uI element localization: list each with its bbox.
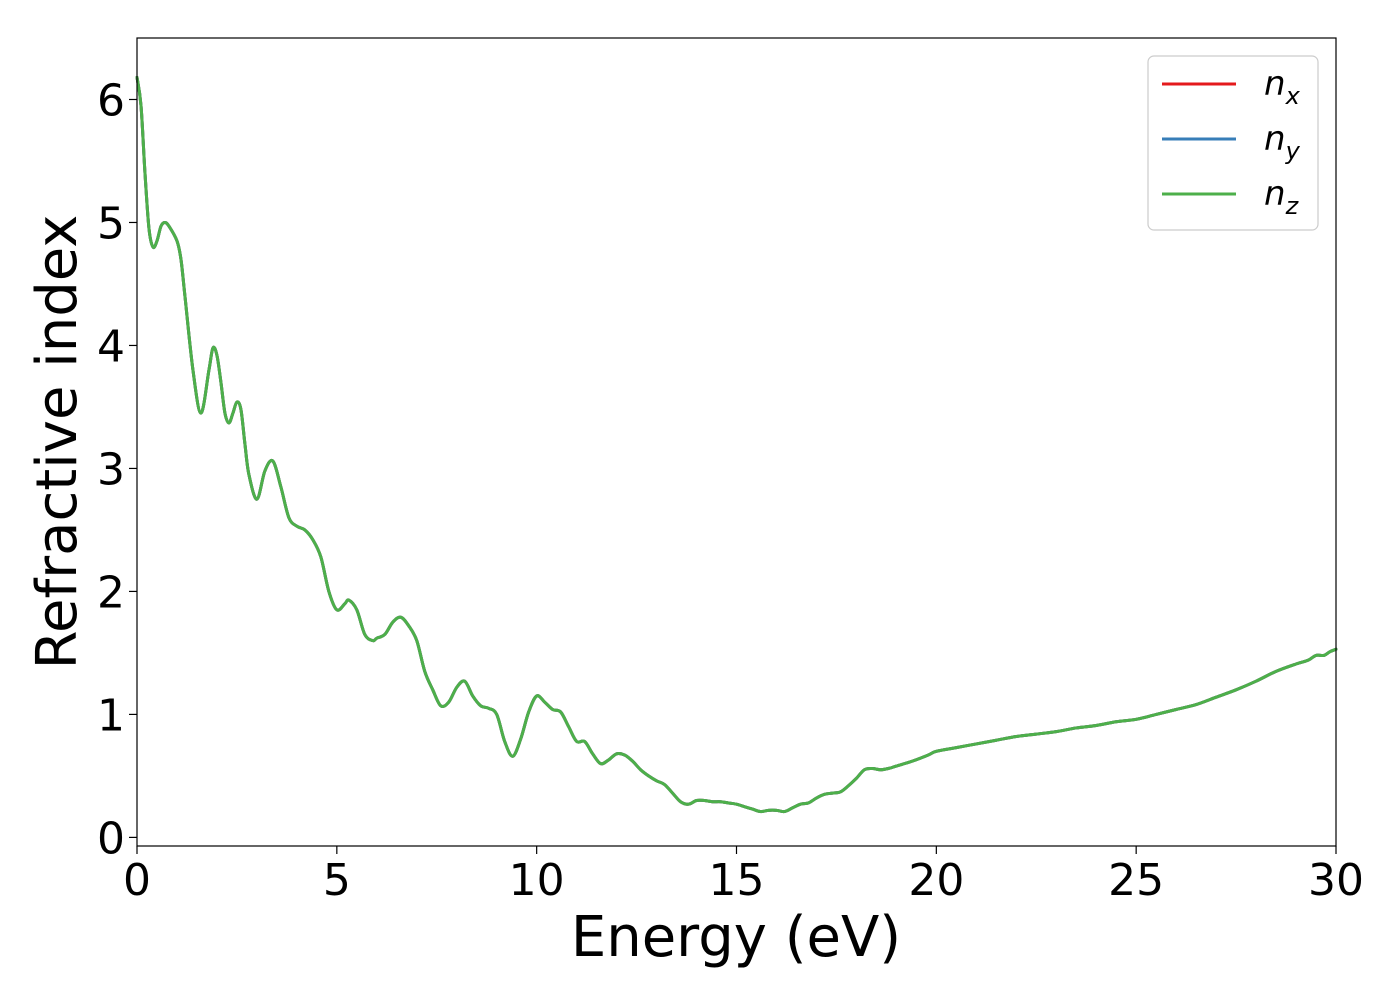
y-tick-label: 0: [97, 813, 125, 864]
x-tick-label: 5: [323, 855, 351, 906]
y-tick-label: 1: [97, 690, 125, 741]
y-tick-label: 4: [97, 321, 125, 372]
x-tick-label: 15: [709, 855, 765, 906]
y-tick-label: 2: [97, 567, 125, 618]
x-tick-label: 0: [123, 855, 151, 906]
legend-box: [1147, 55, 1319, 231]
x-axis-label: Energy (eV): [571, 905, 901, 970]
y-tick-label: 3: [97, 444, 125, 495]
x-tick-label: 10: [509, 855, 565, 906]
y-axis-ticks: 0 1 2 3 4 5 6: [97, 75, 137, 864]
x-axis-ticks: 0 5 10 15 20 25 30: [123, 846, 1364, 906]
y-tick-label: 6: [97, 75, 125, 126]
x-tick-label: 20: [908, 855, 964, 906]
y-tick-label: 5: [97, 198, 125, 249]
x-tick-label: 30: [1308, 855, 1364, 906]
x-tick-label: 25: [1108, 855, 1164, 906]
series-layer: [135, 75, 1338, 814]
series-line-nz: [135, 75, 1338, 814]
y-axis-label: Refractive index: [25, 215, 90, 670]
